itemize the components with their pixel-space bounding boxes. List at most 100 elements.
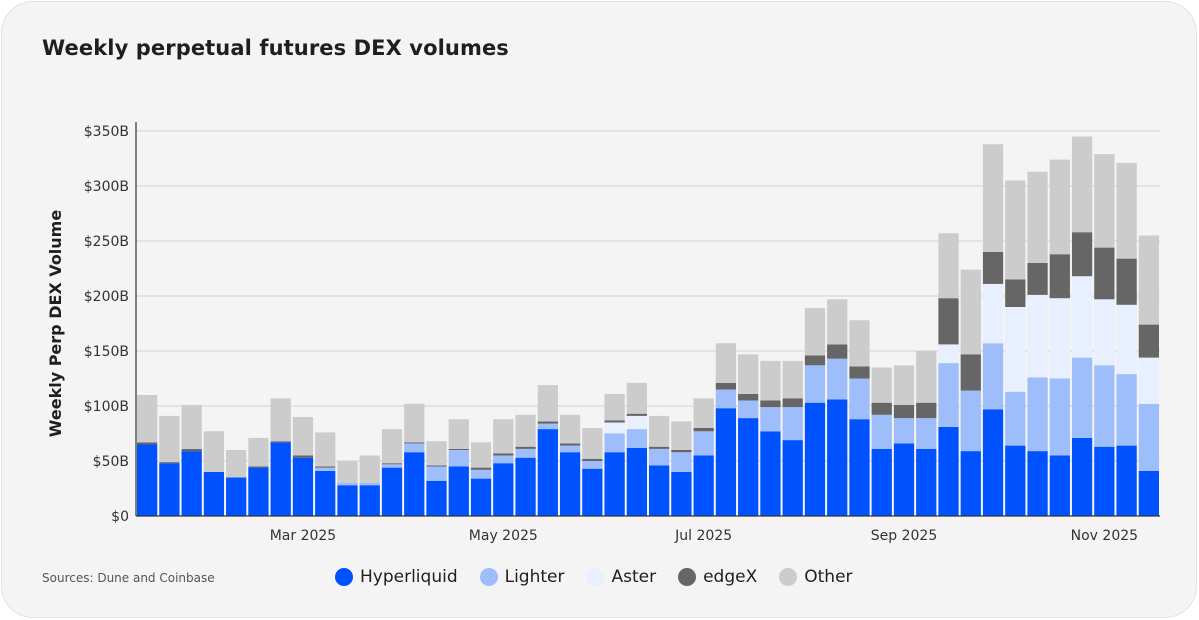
bar-segment-lighter <box>960 390 981 452</box>
bar-segment-lighter <box>537 423 558 430</box>
y-tick-label: $250B <box>84 234 129 250</box>
bar-segment-aster <box>1005 307 1026 392</box>
bar-segment-edgex <box>1071 232 1093 277</box>
bar-segment-hyperliquid <box>804 402 826 516</box>
bar-segment-hyperliquid <box>1094 446 1115 516</box>
bar-segment-hyperliquid <box>649 465 670 516</box>
bar-segment-lighter <box>1005 391 1026 446</box>
bar-segment-hyperliquid <box>871 448 892 516</box>
bar-segment-other <box>181 404 202 449</box>
bar-segment-other <box>693 398 714 428</box>
bar-segment-lighter <box>604 433 625 453</box>
y-axis-title: Weekly Perp DEX Volume <box>46 210 65 438</box>
source-note: Sources: Dune and Coinbase <box>42 571 215 585</box>
bar-segment-other <box>470 442 492 468</box>
bar-segment-edgex <box>804 355 826 366</box>
bar-segment-hyperliquid <box>916 448 937 516</box>
bar-segment-hyperliquid <box>359 485 380 516</box>
bar-segment-edgex <box>982 252 1004 284</box>
bar-segment-aster <box>1049 298 1070 379</box>
bar-segment-other <box>893 365 915 405</box>
bar-segment-edgex <box>960 354 981 391</box>
x-tick-label: May 2025 <box>469 528 538 544</box>
chart-title: Weekly perpetual futures DEX volumes <box>42 36 509 60</box>
bar-segment-hyperliquid <box>292 457 314 516</box>
bar-segment-edgex <box>470 467 492 470</box>
y-tick-label: $100B <box>84 399 129 415</box>
bar-segment-hyperliquid <box>1071 437 1093 516</box>
bar-segment-lighter <box>916 418 937 449</box>
bar-segment-edgex <box>938 298 959 345</box>
bar-segment-aster <box>1027 294 1048 378</box>
bar-segment-hyperliquid <box>1049 455 1070 516</box>
legend-item-lighter: Lighter <box>479 567 564 587</box>
bar-segment-other <box>315 432 336 467</box>
bar-segment-other <box>1138 235 1159 325</box>
bar-segment-lighter <box>315 467 336 471</box>
bar-segment-lighter <box>1138 403 1159 471</box>
bar-segment-other <box>960 269 981 355</box>
chart-legend: Hyperliquid Lighter Aster edgeX Other <box>335 567 853 587</box>
bar-segment-other <box>226 450 247 478</box>
bar-segment-edgex <box>582 458 603 461</box>
bar-segment-hyperliquid <box>493 463 514 516</box>
bar-segment-other <box>159 415 180 463</box>
bar-segment-hyperliquid <box>960 451 981 516</box>
bar-segment-lighter <box>849 378 870 420</box>
bar-segment-edgex <box>916 402 937 419</box>
bar-segment-hyperliquid <box>715 408 737 516</box>
bar-segment-other <box>649 415 670 447</box>
bar-segment-other <box>982 144 1004 252</box>
y-tick-label: $300B <box>84 179 129 195</box>
bar-segment-other <box>248 437 269 467</box>
bar-segment-hyperliquid <box>893 443 915 516</box>
bar-segment-other <box>715 343 737 383</box>
bar-segment-lighter <box>493 455 514 464</box>
bar-segment-aster <box>1071 276 1093 358</box>
bar-segment-edgex <box>137 442 158 445</box>
bar-segment-other <box>604 393 625 421</box>
y-tick-label: $350B <box>84 124 129 140</box>
bar-segment-lighter <box>559 445 581 453</box>
bar-segment-hyperliquid <box>337 485 358 516</box>
bar-segment-edgex <box>292 455 314 458</box>
bar-segment-lighter <box>693 431 714 456</box>
bar-segment-edgex <box>448 448 469 450</box>
bar-segment-other <box>1005 180 1026 280</box>
bar-segment-edgex <box>1027 263 1048 295</box>
bar-segment-hyperliquid <box>515 457 536 516</box>
bar-segment-other <box>804 308 826 356</box>
bar-segment-lighter <box>470 469 492 479</box>
bar-segment-edgex <box>671 450 692 453</box>
bar-segment-hyperliquid <box>1138 470 1159 516</box>
y-tick-label: $150B <box>84 344 129 360</box>
bar-segment-lighter <box>827 358 848 400</box>
bar-segment-lighter <box>804 365 826 403</box>
bar-segment-other <box>1071 136 1093 233</box>
bar-segment-other <box>827 299 848 345</box>
bar-segment-edgex <box>315 466 336 468</box>
bar-segment-other <box>448 419 469 449</box>
bar-segment-other <box>137 395 158 443</box>
bar-segment-edgex <box>715 382 737 390</box>
y-tick-label: $200B <box>84 289 129 305</box>
bar-segment-hyperliquid <box>159 463 180 516</box>
bar-segment-edgex <box>782 398 803 408</box>
bar-segment-lighter <box>1094 365 1115 447</box>
bar-segment-other <box>1049 159 1070 255</box>
bar-segment-hyperliquid <box>448 466 469 516</box>
bar-segment-other <box>1116 162 1137 259</box>
bar-segment-hyperliquid <box>203 472 225 516</box>
legend-item-edgex: edgeX <box>678 567 757 587</box>
bar-segment-hyperliquid <box>1027 451 1048 516</box>
bar-segment-edgex <box>738 393 759 401</box>
bar-segment-aster <box>626 415 647 430</box>
bar-segment-hyperliquid <box>582 468 603 516</box>
bar-segment-hyperliquid <box>226 477 247 516</box>
legend-label: Other <box>804 567 853 587</box>
bar-segment-other <box>381 429 403 464</box>
bar-segment-hyperliquid <box>426 480 447 516</box>
bar-segment-other <box>537 385 558 422</box>
bar-segment-edgex <box>626 413 647 416</box>
bar-segment-hyperliquid <box>827 399 848 516</box>
